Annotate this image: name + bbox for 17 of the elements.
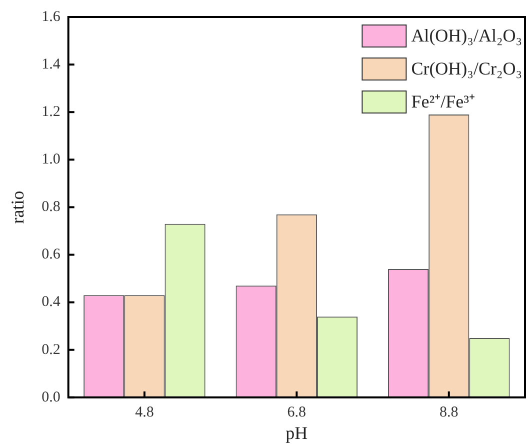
x-tick-label: 4.8 xyxy=(135,404,154,420)
y-tick-label: 0.8 xyxy=(42,199,60,216)
y-tick-label: 0.4 xyxy=(42,294,61,310)
x-axis-title: pH xyxy=(286,422,308,443)
y-axis-title: ratio xyxy=(8,190,28,224)
y-tick-label: 0.6 xyxy=(42,246,61,263)
legend-label: Fe²⁺/Fe³⁺ xyxy=(411,92,475,112)
y-tick-label: 1.2 xyxy=(42,104,60,120)
legend-label: Cr(OH)₃/Cr₂O₃ xyxy=(411,58,522,79)
y-tick-label: 0.0 xyxy=(42,389,60,406)
y-tick-label: 0.2 xyxy=(42,342,60,358)
x-tick-label: 8.8 xyxy=(440,404,458,420)
y-tick-label: 1.4 xyxy=(42,56,61,72)
x-tick-label: 6.8 xyxy=(287,404,306,420)
y-tick-label: 1.6 xyxy=(42,8,61,25)
legend-label: Al(OH)₃/Al₂O₃ xyxy=(411,26,522,46)
y-tick-label: 1.0 xyxy=(42,152,60,168)
